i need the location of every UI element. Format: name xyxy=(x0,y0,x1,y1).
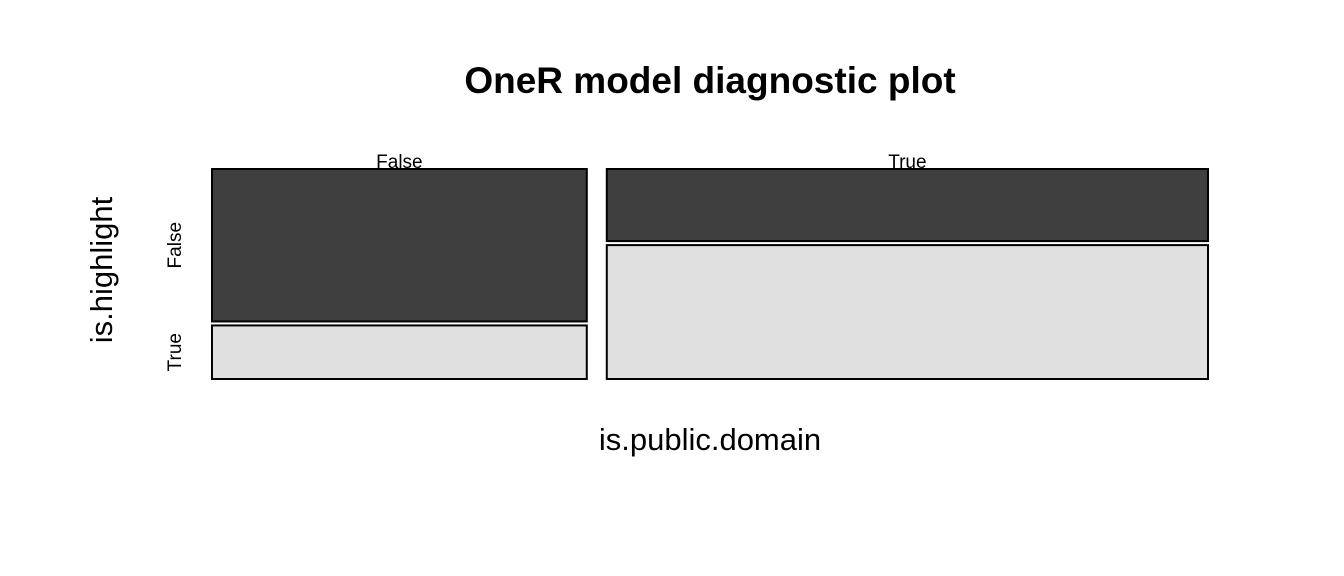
x-category-label-false: False xyxy=(376,152,422,173)
y-category-label-false: False xyxy=(165,222,186,268)
y-category-label-true: True xyxy=(165,333,186,371)
x-category-labels: False True xyxy=(376,152,926,173)
mosaic-tile-false-false xyxy=(211,168,588,323)
mosaic-tiles xyxy=(211,168,1209,381)
mosaic-tile-true-true xyxy=(605,244,1209,380)
chart-title: OneR model diagnostic plot xyxy=(464,60,955,101)
y-axis-title: is.highlight xyxy=(84,196,119,343)
mosaic-tile-true-false xyxy=(605,168,1209,243)
y-category-labels: False True xyxy=(165,222,186,371)
mosaic-tile-false-true xyxy=(211,324,588,381)
x-axis-title: is.public.domain xyxy=(599,422,821,457)
x-category-label-true: True xyxy=(888,152,926,173)
